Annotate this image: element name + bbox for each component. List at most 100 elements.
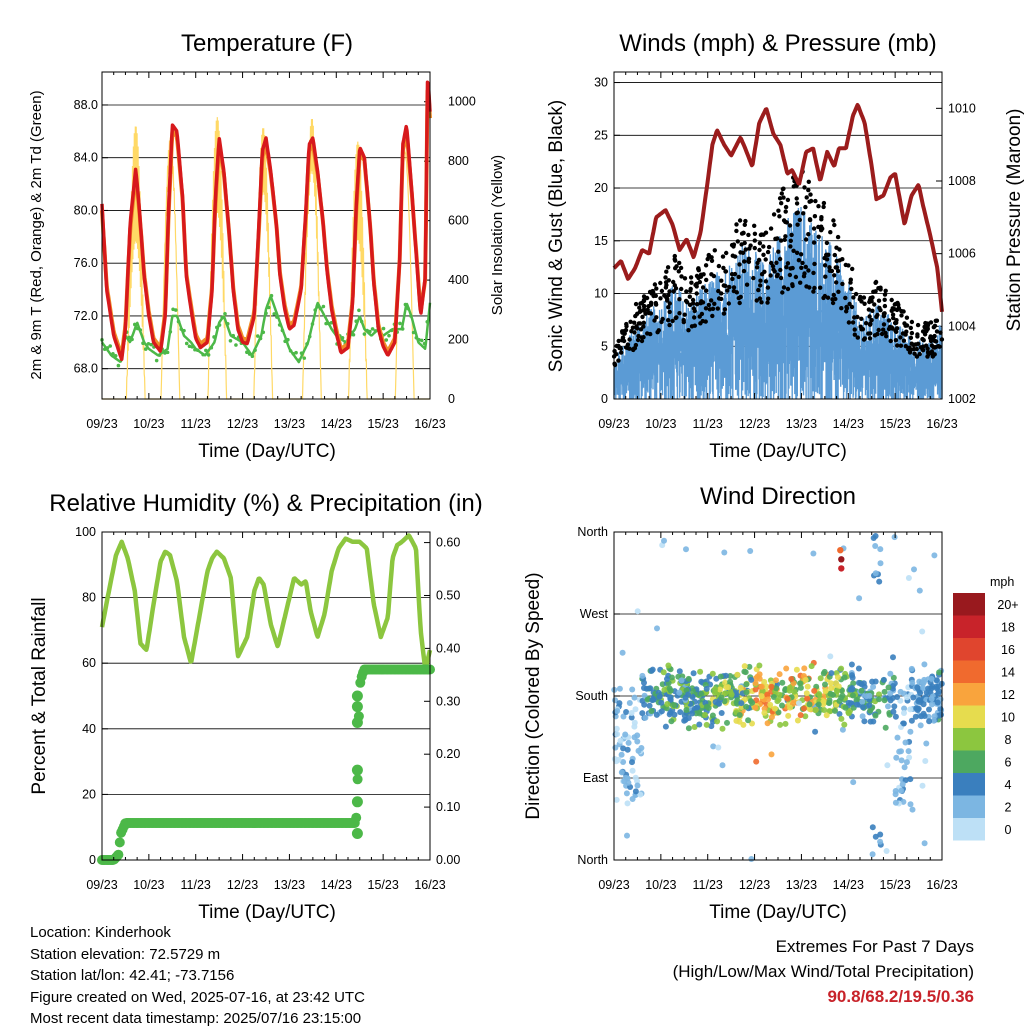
gust-point bbox=[926, 350, 931, 356]
x-tick-label: 10/23 bbox=[133, 878, 164, 892]
legend-swatch bbox=[953, 705, 985, 728]
direction-point bbox=[734, 671, 741, 678]
direction-point bbox=[776, 671, 783, 678]
gust-point bbox=[858, 324, 863, 329]
gust-point bbox=[824, 240, 830, 246]
gust-point bbox=[868, 295, 873, 301]
direction-point bbox=[907, 728, 914, 735]
direction-point bbox=[841, 674, 848, 681]
dewpoint-point bbox=[255, 334, 260, 338]
legend-swatch bbox=[953, 818, 985, 841]
direction-point bbox=[764, 720, 771, 727]
direction-point bbox=[872, 570, 879, 577]
gust-point bbox=[855, 314, 860, 320]
dewpoint-point bbox=[149, 342, 153, 347]
gust-point bbox=[677, 311, 682, 316]
sonic-wind-band bbox=[613, 207, 943, 399]
gust-point bbox=[736, 295, 741, 301]
direction-point bbox=[806, 701, 813, 708]
direction-point bbox=[845, 699, 852, 706]
direction-point bbox=[905, 575, 912, 581]
gust-point bbox=[720, 254, 726, 259]
direction-point bbox=[629, 759, 635, 766]
dewpoint-point bbox=[127, 335, 132, 340]
direction-point bbox=[767, 701, 774, 708]
gust-point bbox=[828, 230, 833, 235]
gust-point bbox=[776, 208, 781, 213]
direction-point bbox=[661, 537, 667, 544]
direction-point bbox=[765, 696, 772, 703]
direction-point bbox=[903, 759, 910, 766]
gust-point bbox=[794, 250, 800, 255]
gust-point bbox=[741, 268, 747, 274]
dewpoint-point bbox=[288, 349, 293, 353]
plot-area: 0 5 10 15 20 25 30 1002 1004 1006 1008 1010 09/23 10/… bbox=[594, 71, 976, 431]
direction-point bbox=[671, 702, 678, 709]
y-tick-label: 100 bbox=[75, 525, 96, 539]
gust-point bbox=[759, 272, 765, 277]
direction-point bbox=[907, 801, 914, 808]
dewpoint-point bbox=[220, 315, 225, 320]
y-tick-label: South bbox=[575, 689, 608, 703]
gust-point bbox=[811, 240, 817, 245]
gust-point bbox=[802, 185, 807, 190]
precip-point bbox=[113, 849, 124, 860]
direction-point bbox=[768, 683, 775, 690]
direction-point bbox=[620, 745, 627, 752]
direction-point bbox=[741, 663, 748, 670]
direction-point bbox=[877, 546, 884, 553]
dewpoint-point bbox=[359, 319, 364, 324]
dewpoint-point bbox=[269, 293, 274, 298]
direction-point bbox=[783, 665, 790, 672]
direction-point bbox=[850, 680, 857, 687]
direction-point bbox=[632, 774, 639, 781]
y2-tick-label: 0 bbox=[448, 392, 455, 406]
gust-point bbox=[658, 280, 663, 286]
y-tick-label: 84.0 bbox=[74, 151, 98, 165]
gust-point bbox=[707, 307, 712, 312]
gust-point bbox=[731, 285, 737, 290]
y-tick-label: 40 bbox=[82, 722, 96, 736]
gust-point bbox=[890, 326, 895, 331]
direction-point bbox=[934, 699, 941, 706]
direction-point bbox=[641, 701, 648, 708]
gust-point bbox=[635, 337, 641, 343]
gust-point bbox=[875, 331, 880, 337]
gust-point bbox=[618, 346, 623, 351]
direction-point bbox=[719, 725, 726, 732]
y-tick-label: 20 bbox=[82, 787, 96, 801]
direction-point bbox=[756, 675, 763, 682]
gust-point bbox=[806, 268, 811, 273]
direction-point bbox=[856, 595, 863, 602]
dewpoint-point bbox=[340, 335, 345, 340]
direction-point bbox=[658, 708, 665, 715]
x-tick-label: 15/23 bbox=[880, 878, 911, 892]
direction-point bbox=[779, 679, 786, 686]
direction-point bbox=[909, 806, 916, 813]
latlon-text: Station lat/lon: 42.41; -73.7156 bbox=[30, 967, 235, 984]
dewpoint-point bbox=[245, 350, 249, 355]
gust-point bbox=[811, 289, 816, 294]
y-tick-label: 68.0 bbox=[74, 362, 98, 376]
direction-point bbox=[827, 708, 834, 715]
direction-point bbox=[752, 704, 759, 711]
direction-point bbox=[872, 543, 879, 549]
direction-point bbox=[907, 706, 914, 713]
dewpoint-point bbox=[398, 321, 402, 326]
dewpoint-point bbox=[217, 323, 222, 327]
direction-point bbox=[839, 726, 846, 733]
gust-point bbox=[630, 325, 636, 330]
location-text: Location: Kinderhook bbox=[30, 924, 171, 941]
dewpoint-point bbox=[297, 358, 301, 363]
gust-point bbox=[783, 234, 788, 239]
direction-point bbox=[870, 683, 877, 690]
gust-point bbox=[839, 306, 844, 311]
gust-point bbox=[777, 214, 782, 219]
gust-point bbox=[793, 274, 799, 280]
gust-point bbox=[631, 346, 636, 352]
gust-point bbox=[791, 248, 796, 253]
direction-point bbox=[904, 694, 910, 701]
direction-point bbox=[784, 695, 791, 702]
gust-point bbox=[925, 321, 930, 327]
gust-point bbox=[648, 300, 654, 305]
